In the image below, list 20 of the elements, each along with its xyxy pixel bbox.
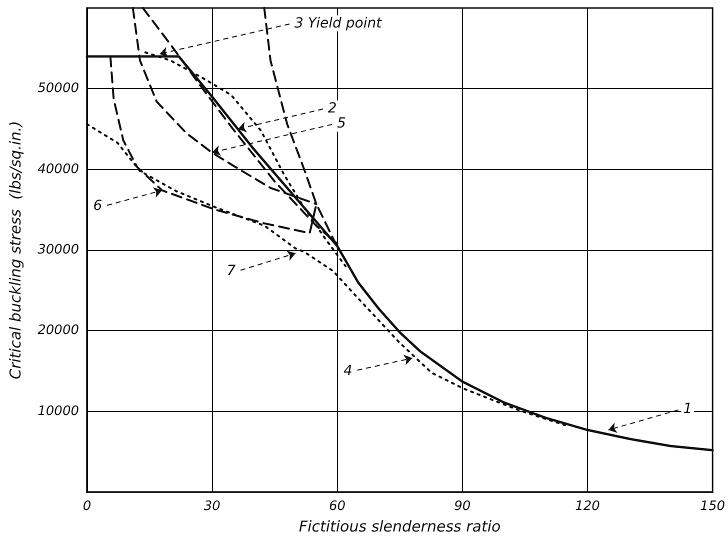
annotation: 4: [343, 362, 352, 379]
x-axis-title: Fictitious slenderness ratio: [298, 518, 501, 536]
y-axis-title: Critical buckling stress (lbs/sq.in.): [6, 120, 24, 380]
y-tick-label: 30000: [38, 242, 79, 258]
x-tick-label: 0: [82, 499, 92, 514]
y-tick-label: 40000: [38, 162, 79, 177]
annotation: 1: [683, 401, 692, 418]
annotation: 5: [337, 116, 346, 132]
x-tick-label: 60: [328, 499, 346, 514]
annotation: 3 Yield point: [294, 15, 382, 32]
annotation: 7: [226, 263, 236, 280]
y-tick-label: 10000: [38, 404, 79, 419]
x-tick-label: 90: [454, 499, 471, 514]
y-tick-label: 20000: [38, 323, 79, 338]
x-tick-label: 30: [204, 499, 220, 514]
y-tick-label: 50000: [38, 81, 79, 96]
annotation: 2: [328, 100, 337, 116]
x-tick-label: 120: [575, 499, 600, 514]
annotation: 6: [93, 198, 102, 214]
x-tick-label: 150: [700, 499, 726, 514]
